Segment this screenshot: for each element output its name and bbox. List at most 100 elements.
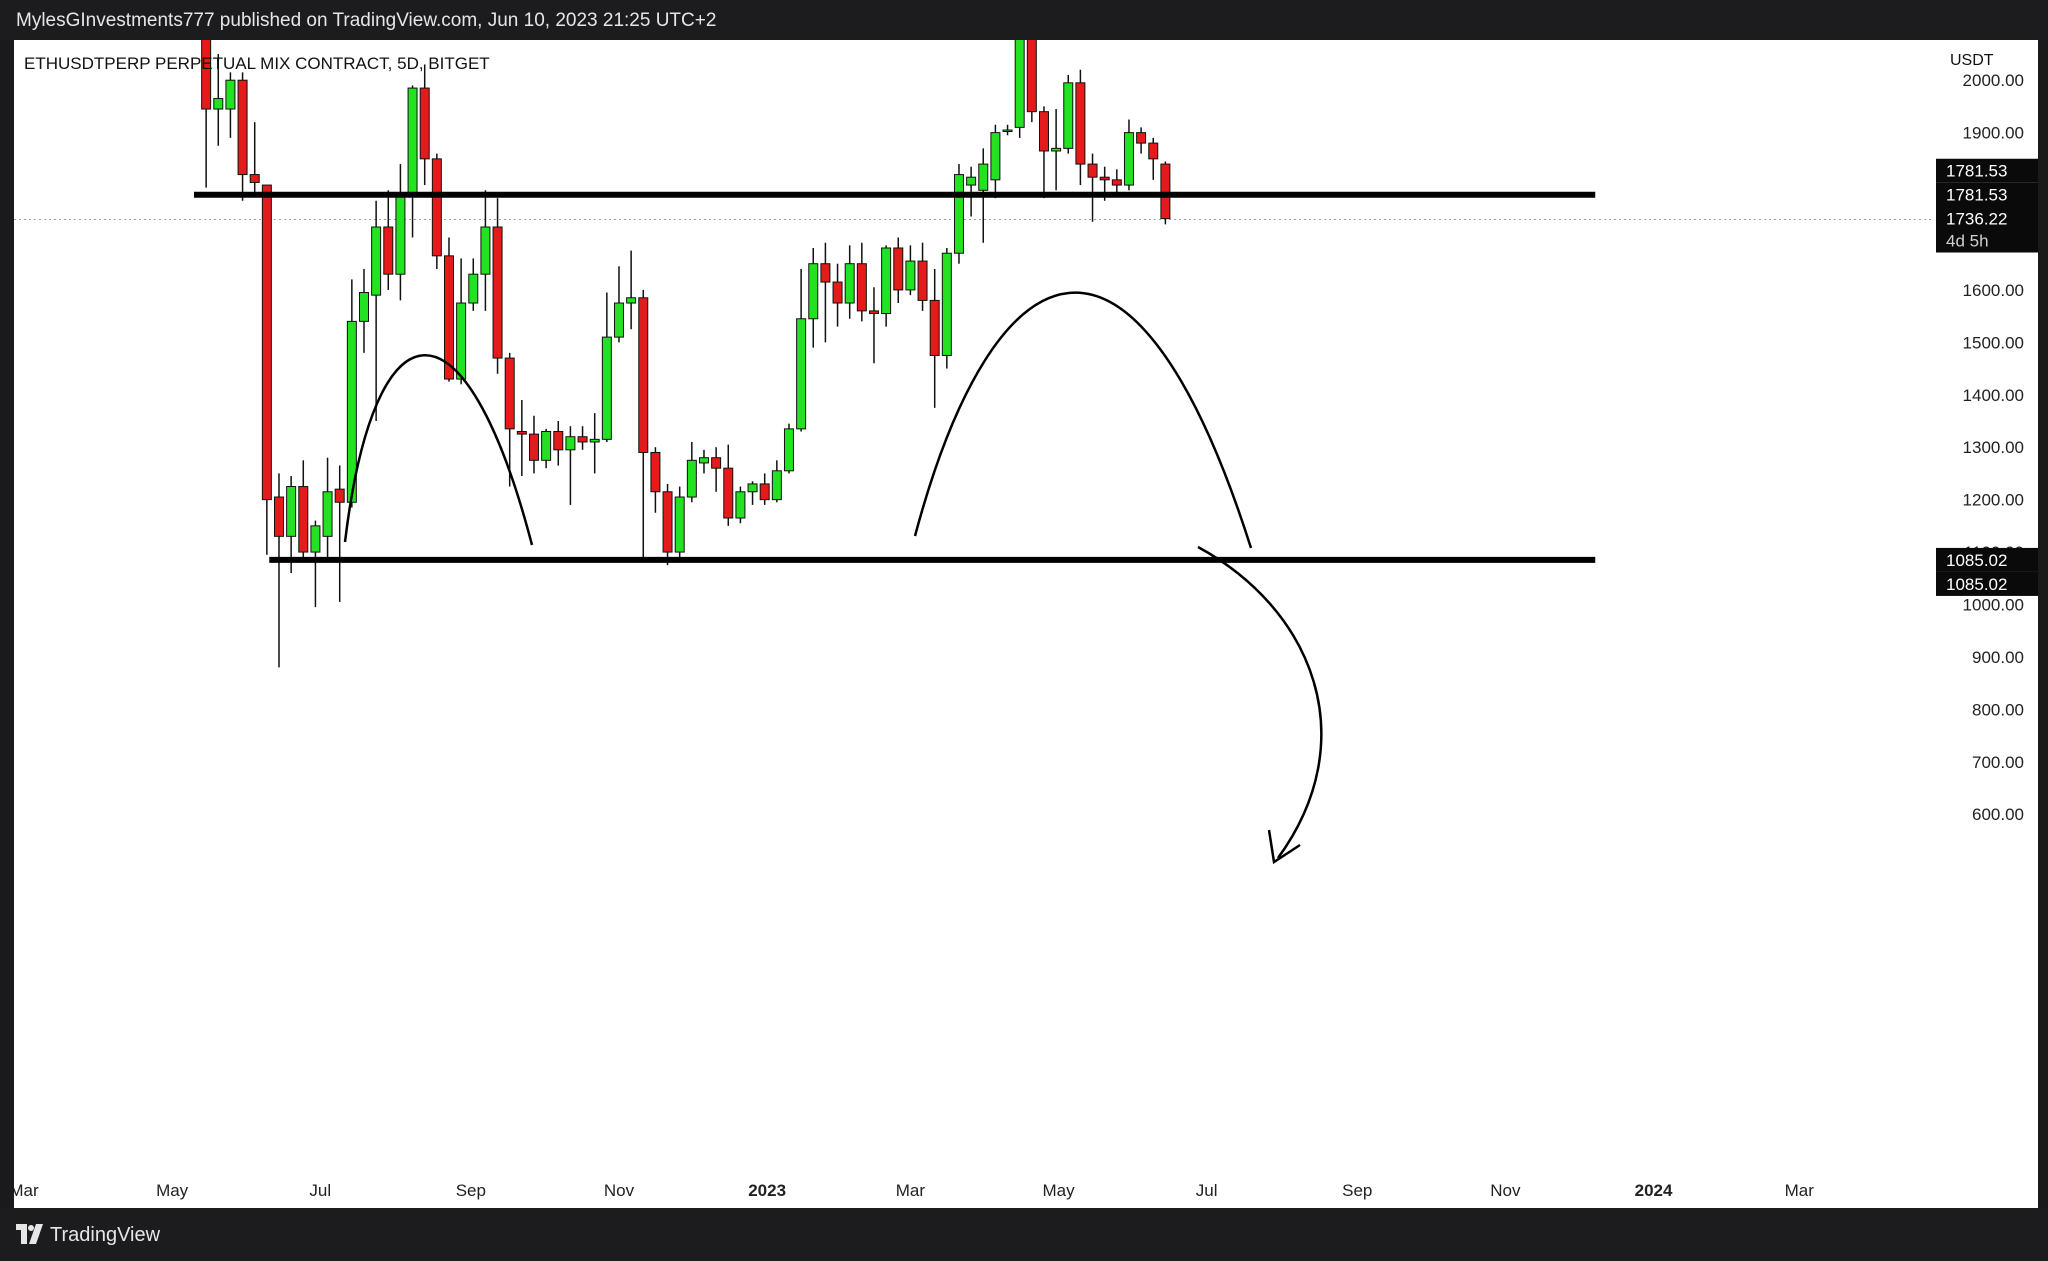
bull-candle-body [771,470,782,501]
bull-candle-body [747,483,758,493]
candle [322,457,333,563]
candle [832,263,843,327]
bull-candle-body [613,302,624,338]
price-label: 4d 5h [1936,228,2038,253]
chart-area[interactable]: ETHUSDTPERP PERPETUAL MIX CONTRACT, 5D, … [14,40,2038,1208]
y-tick-label: 1300.00 [1963,438,2024,457]
candlestick-chart[interactable]: ETHUSDTPERP PERPETUAL MIX CONTRACT, 5D, … [14,40,2038,1208]
bear-candle-body [759,483,770,501]
bear-candle-body [1148,142,1159,160]
tradingview-brand: TradingView [50,1224,161,1246]
bear-candle-body [820,263,831,283]
candle [201,40,212,188]
price-label: 1781.53 [1936,182,2038,207]
bear-candle-body [1087,163,1098,178]
candle [747,481,758,505]
price-label-text: 1085.02 [1946,551,2007,570]
candle [990,124,1001,199]
bull-candle-body [468,273,479,304]
bull-candle-body [286,486,297,537]
candle [1063,74,1074,154]
candle [468,258,479,311]
bull-candle-body [1014,40,1025,128]
price-label: 1085.02 [1936,571,2038,596]
bear-candle-body [201,40,212,110]
y-tick-label: 1600.00 [1963,281,2024,300]
bull-candle-body [990,132,1001,181]
candle [796,268,807,432]
x-tick-label: May [1042,1181,1075,1200]
right-arc-drawing [913,291,1253,549]
left-arc-drawing [343,354,534,546]
candle [601,292,612,442]
candle [541,428,552,469]
x-tick-label: Mar [896,1181,926,1200]
y-tick-label: 1500.00 [1963,333,2024,352]
candle [1075,69,1086,186]
bear-candle-body [528,433,539,461]
bull-candle-body [456,302,467,380]
candle [419,64,430,186]
y-tick-label: 800.00 [1972,700,2024,719]
candle [492,198,503,374]
candle [589,413,600,474]
price-label-bg [1936,228,2038,253]
candle [917,242,928,311]
candle [771,460,782,503]
price-label-text: 1736.22 [1946,209,2007,228]
candle [565,426,576,505]
candle [698,449,709,474]
bull-candle-body [783,428,794,472]
candle [1136,127,1147,154]
candle [1002,124,1013,136]
bull-candle-body [941,252,952,356]
price-label: 1781.53 [1936,158,2038,183]
price-label-bg [1936,206,2038,231]
candle [893,237,904,304]
bull-candle-body [953,174,964,254]
candle [759,473,770,505]
candle [1014,40,1025,138]
bear-candle-body [383,226,394,275]
price-label-bg [1936,182,2038,207]
bull-candle-body [1123,132,1134,186]
candle [735,486,746,524]
candle [407,85,418,238]
y-tick-label: 1400.00 [1963,386,2024,405]
bull-candle-body [358,292,369,322]
bear-candle-body [577,436,588,443]
chart-title: ETHUSDTPERP PERPETUAL MIX CONTRACT, 5D, … [24,54,490,73]
candle [334,465,345,602]
candle [383,190,394,290]
bear-candle-body [431,158,442,257]
bear-candle-body [868,310,879,315]
bull-candle-body [905,260,916,291]
x-tick-label: Mar [1785,1181,1815,1200]
candle [577,426,588,450]
candle [674,486,685,563]
bull-candle-body [698,457,709,464]
price-label-bg [1936,158,2038,183]
bull-candle-body [480,226,491,275]
bear-candle-body [1038,111,1049,152]
bull-candle-body [371,226,382,296]
candle [881,245,892,327]
candle [395,164,406,301]
candle [1026,40,1037,123]
candle [286,476,297,574]
bear-candle-body [711,457,722,469]
bull-candle-body [674,496,685,553]
bull-candle-body [978,163,989,191]
bull-candle-body [407,87,418,194]
bull-candle-body [395,192,406,275]
bull-candle-body [1051,147,1062,152]
bear-candle-body [832,281,843,304]
candle [723,444,734,526]
candle [553,420,564,466]
x-tick-label: Nov [604,1181,635,1200]
published-info: MylesGInvestments777 published on Tradin… [16,10,717,31]
candle [528,415,539,474]
x-tick-label: May [156,1181,189,1200]
bull-candle-body [601,336,612,440]
projection-arrow-drawing [1197,545,1323,859]
